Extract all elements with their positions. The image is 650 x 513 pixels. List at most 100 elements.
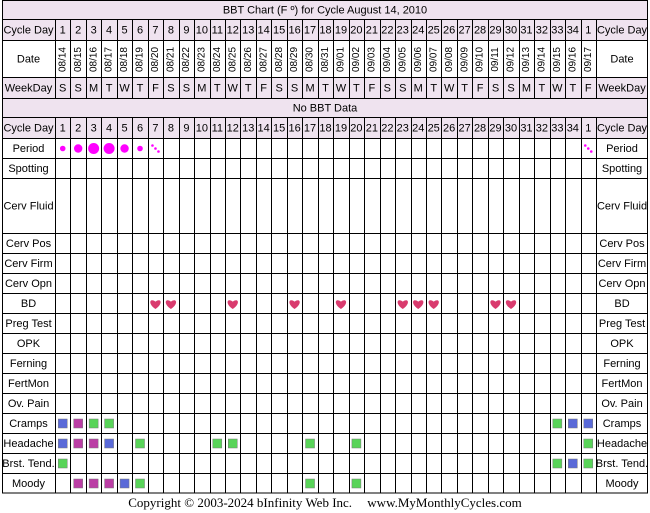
cycle-day-label: 6 bbox=[137, 122, 143, 134]
headache-marker bbox=[351, 438, 362, 449]
weekday-label: S bbox=[59, 82, 66, 94]
row-label-opk-right: OPK bbox=[610, 338, 634, 350]
no-data-label: No BBT Data bbox=[293, 102, 358, 114]
cycle-day-label: 1 bbox=[60, 24, 66, 36]
cycle-day-label: 11 bbox=[212, 24, 223, 36]
headache-marker bbox=[583, 438, 594, 449]
cycle-day-label: 19 bbox=[335, 122, 347, 134]
row-label-ov-pain-right: Ov. Pain bbox=[601, 398, 642, 410]
moody-marker bbox=[135, 478, 145, 489]
cycle-day-label: 14 bbox=[258, 122, 270, 134]
date-label: 08/22 bbox=[181, 47, 192, 72]
cycle-day-label: 25 bbox=[428, 122, 440, 134]
cycle-day-label: 21 bbox=[366, 24, 378, 36]
title-band bbox=[2, 0, 648, 19]
cycle-day-label: 29 bbox=[489, 122, 501, 134]
cycle-day-label: 2 bbox=[75, 122, 81, 134]
cycle-day-label: 14 bbox=[258, 24, 270, 36]
weekday-label: F bbox=[585, 82, 592, 94]
row-label-cycle_day: Cycle Day bbox=[3, 24, 54, 36]
cycle-day-label: 22 bbox=[381, 24, 393, 36]
cycle-day-label: 9 bbox=[183, 24, 189, 36]
cycle-day-label: 15 bbox=[273, 122, 285, 134]
cycle-day-label: 23 bbox=[397, 24, 409, 36]
cycle-day-label: 1 bbox=[585, 24, 591, 36]
cycle-day-label: 10 bbox=[196, 24, 208, 36]
date-label: 08/21 bbox=[166, 47, 177, 72]
row-label-cramps: Cramps bbox=[9, 418, 48, 430]
headache-marker bbox=[57, 438, 68, 449]
date-label: 08/15 bbox=[73, 47, 84, 72]
cycle-day-label: 26 bbox=[443, 24, 455, 36]
spotting-dot bbox=[589, 150, 593, 153]
cycle-day-label: 31 bbox=[520, 24, 532, 36]
date-label: 08/28 bbox=[274, 47, 285, 72]
headache-marker bbox=[212, 438, 223, 449]
cycle-day-label: 3 bbox=[91, 24, 97, 36]
row-label-ferning: Ferning bbox=[10, 358, 47, 370]
headache-marker bbox=[88, 438, 99, 449]
date-label: 08/16 bbox=[88, 47, 99, 72]
row-label-cerv-opn: Cerv Opn bbox=[5, 278, 52, 290]
cycle-day-label: 8 bbox=[168, 24, 174, 36]
weekday-label: T bbox=[461, 82, 468, 94]
date-label: 08/30 bbox=[305, 47, 316, 72]
row-label-cycle_day-right: Cycle Day bbox=[597, 122, 648, 134]
cramps-marker bbox=[568, 418, 578, 429]
weekday-label: F bbox=[477, 82, 484, 94]
weekday-label: M bbox=[89, 82, 98, 94]
intercourse-heart bbox=[413, 300, 424, 309]
row-label-preg-test: Preg Test bbox=[5, 318, 51, 330]
cycle-day-label: 32 bbox=[536, 24, 548, 36]
date-label: 09/01 bbox=[336, 47, 347, 72]
moody-marker bbox=[119, 478, 130, 489]
row-label-moody: Moody bbox=[12, 478, 46, 490]
weekday-label: W bbox=[444, 82, 455, 94]
moody-marker bbox=[351, 478, 362, 489]
date-label: 09/17 bbox=[583, 47, 594, 72]
footer-site-link[interactable]: www.MyMonthlyCycles.com bbox=[367, 495, 522, 510]
row-label-cerv-firm-right: Cerv Firm bbox=[598, 258, 646, 270]
cycle-day-label: 23 bbox=[397, 122, 409, 134]
row-label-moody-right: Moody bbox=[605, 478, 639, 490]
cycle-day-label: 31 bbox=[520, 122, 532, 134]
headache-marker bbox=[73, 438, 83, 449]
date-label: 08/19 bbox=[135, 47, 146, 72]
intercourse-heart bbox=[490, 300, 501, 309]
weekday-label: S bbox=[492, 82, 499, 94]
cramps-marker bbox=[88, 418, 99, 429]
row-label-bd-right: BD bbox=[614, 298, 629, 310]
date-label: 09/14 bbox=[537, 47, 548, 72]
cramps-marker bbox=[73, 418, 83, 429]
row-label-cycle_day-right: Cycle Day bbox=[597, 24, 648, 36]
cycle-day-label: 20 bbox=[350, 24, 362, 36]
cycle-day-label: 1 bbox=[585, 122, 591, 134]
cycle-day-label: 5 bbox=[121, 24, 127, 36]
cycle-day-label: 6 bbox=[137, 24, 143, 36]
weekday-label: S bbox=[183, 82, 190, 94]
cycle-day-label: 18 bbox=[319, 24, 331, 36]
date-label: 09/08 bbox=[444, 47, 455, 72]
weekday-label: T bbox=[137, 82, 144, 94]
row-label-brst-tend-right: Brst. Tend. bbox=[596, 458, 648, 470]
date-label: 08/29 bbox=[289, 47, 300, 72]
intercourse-heart bbox=[227, 300, 238, 309]
row-label-date: Date bbox=[17, 53, 40, 65]
row-label-date-right: Date bbox=[610, 53, 633, 65]
row-label-spotting: Spotting bbox=[8, 163, 48, 175]
weekday-label: W bbox=[119, 82, 130, 94]
spotting-dot bbox=[157, 150, 160, 153]
spotting-dot bbox=[151, 144, 154, 147]
cycle-day-label: 16 bbox=[288, 122, 300, 134]
weekday-label: T bbox=[106, 82, 113, 94]
cycle-day-label: 34 bbox=[567, 122, 579, 134]
row-label-cycle_day: Cycle Day bbox=[3, 122, 54, 134]
cycle-day-label: 16 bbox=[288, 24, 300, 36]
row-label-ov-pain: Ov. Pain bbox=[8, 398, 49, 410]
date-label: 09/11 bbox=[490, 47, 501, 72]
cycle-day-label: 24 bbox=[412, 24, 424, 36]
brst-tend-marker bbox=[552, 458, 563, 469]
weekday-label: T bbox=[245, 82, 252, 94]
row-label-weekday-right: WeekDay bbox=[598, 82, 646, 94]
